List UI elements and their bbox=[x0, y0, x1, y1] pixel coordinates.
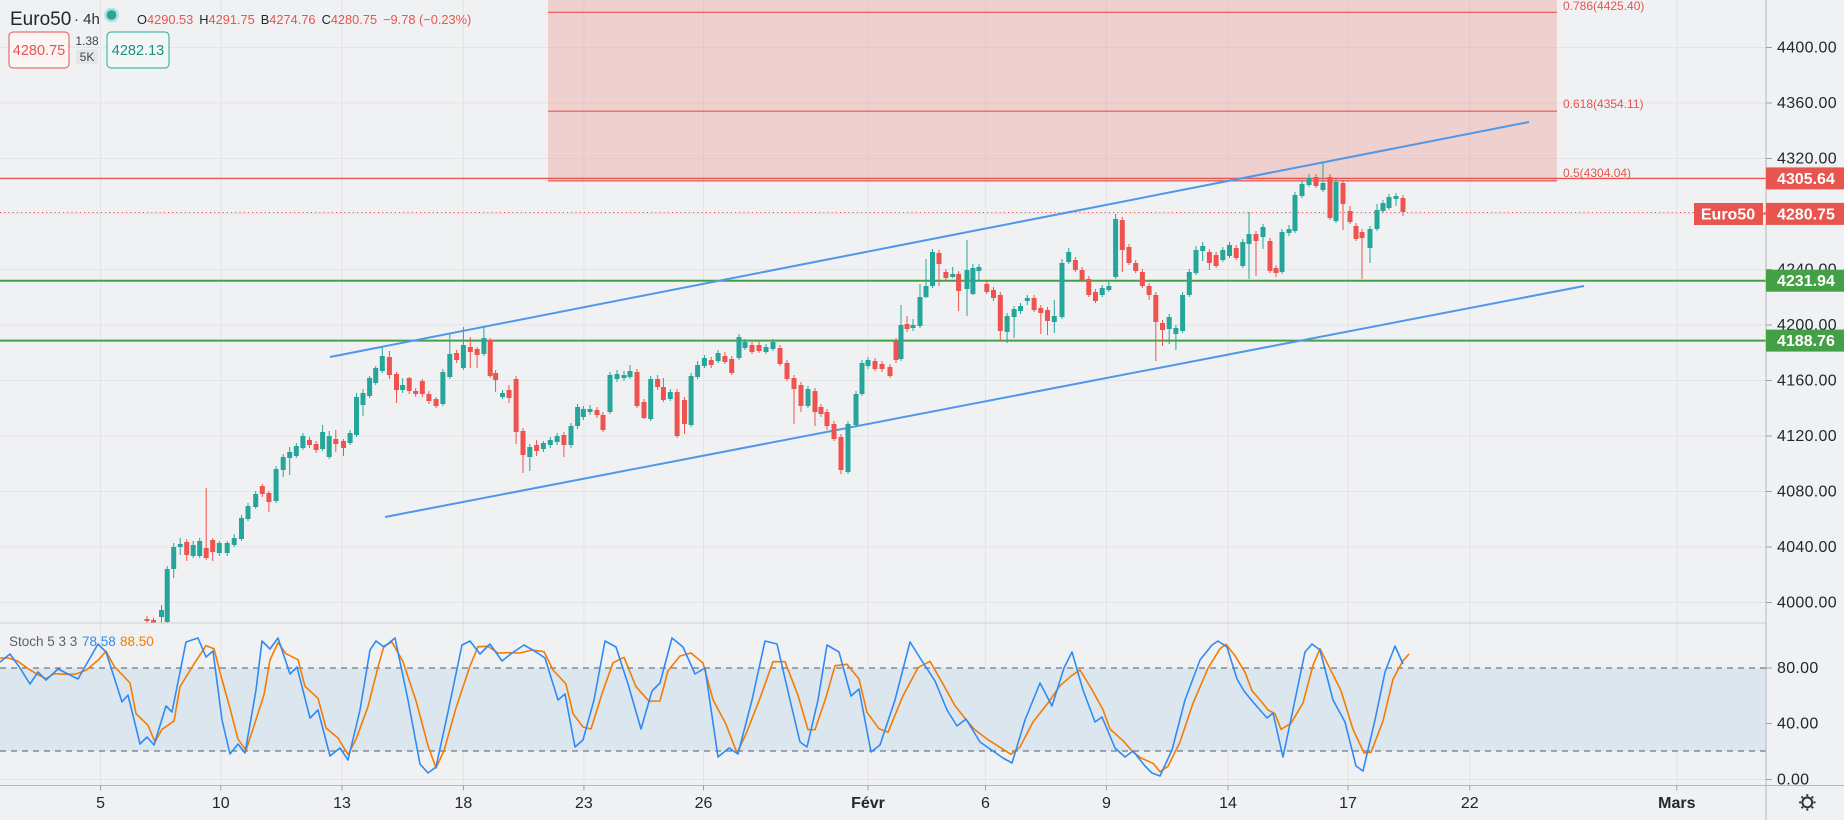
svg-text:0.00: 0.00 bbox=[1777, 772, 1809, 789]
svg-text:1.38: 1.38 bbox=[75, 34, 99, 48]
svg-text:5K: 5K bbox=[80, 50, 95, 64]
svg-text:Euro50: Euro50 bbox=[10, 9, 71, 30]
svg-text:22: 22 bbox=[1461, 795, 1479, 812]
svg-text:0.786(4425.40): 0.786(4425.40) bbox=[1563, 0, 1644, 13]
svg-text:4280.75: 4280.75 bbox=[13, 43, 65, 59]
svg-text:4040.00: 4040.00 bbox=[1777, 539, 1837, 556]
svg-text:· 4h: · 4h bbox=[74, 11, 100, 28]
svg-text:23: 23 bbox=[575, 795, 593, 812]
svg-text:9: 9 bbox=[1102, 795, 1111, 812]
svg-text:Euro50: Euro50 bbox=[1701, 207, 1755, 224]
svg-text:26: 26 bbox=[695, 795, 713, 812]
svg-text:17: 17 bbox=[1339, 795, 1357, 812]
svg-text:4160.00: 4160.00 bbox=[1777, 373, 1837, 390]
svg-text:4282.13: 4282.13 bbox=[112, 43, 164, 59]
svg-text:Mars: Mars bbox=[1658, 795, 1695, 812]
svg-text:4231.94: 4231.94 bbox=[1777, 273, 1835, 290]
svg-text:Stoch 5 3 3: Stoch 5 3 3 bbox=[9, 634, 77, 649]
svg-text:4080.00: 4080.00 bbox=[1777, 484, 1837, 501]
svg-text:10: 10 bbox=[212, 795, 230, 812]
svg-text:4280.75: 4280.75 bbox=[1777, 206, 1835, 223]
svg-text:80.00: 80.00 bbox=[1777, 660, 1819, 677]
svg-text:5: 5 bbox=[96, 795, 105, 812]
svg-text:4320.00: 4320.00 bbox=[1777, 151, 1837, 168]
svg-text:4400.00: 4400.00 bbox=[1777, 40, 1837, 57]
svg-text:4305.64: 4305.64 bbox=[1777, 171, 1835, 188]
svg-text:40.00: 40.00 bbox=[1777, 716, 1819, 733]
svg-text:6: 6 bbox=[981, 795, 990, 812]
svg-text:4000.00: 4000.00 bbox=[1777, 595, 1837, 612]
svg-text:Févr: Févr bbox=[851, 795, 885, 812]
svg-text:13: 13 bbox=[333, 795, 351, 812]
svg-text:14: 14 bbox=[1219, 795, 1237, 812]
svg-text:18: 18 bbox=[455, 795, 473, 812]
svg-text:88.50: 88.50 bbox=[120, 634, 154, 649]
svg-text:78.58: 78.58 bbox=[82, 634, 116, 649]
svg-text:4120.00: 4120.00 bbox=[1777, 428, 1837, 445]
svg-text:4188.76: 4188.76 bbox=[1777, 333, 1835, 350]
svg-text:4360.00: 4360.00 bbox=[1777, 95, 1837, 112]
svg-text:0.5(4304.04): 0.5(4304.04) bbox=[1563, 166, 1631, 180]
svg-text:0.618(4354.11): 0.618(4354.11) bbox=[1563, 97, 1644, 111]
